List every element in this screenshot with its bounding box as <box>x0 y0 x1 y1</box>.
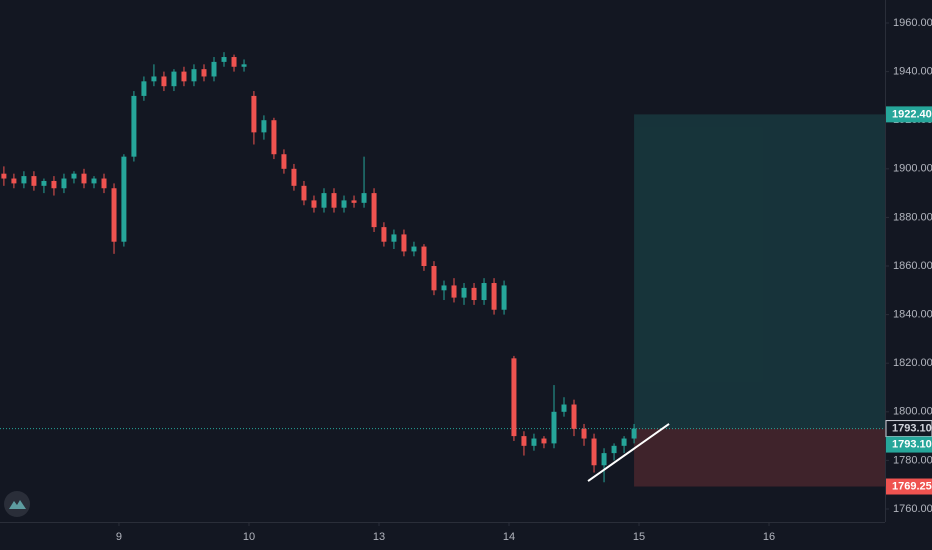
candle-body <box>151 76 157 82</box>
candle-body <box>181 71 187 82</box>
price-axis: 1760.00 1780.00 1800.00 1820.00 1840.00 1860.… <box>116 17 932 543</box>
candle-body <box>201 69 207 77</box>
candle-body <box>321 193 327 208</box>
candle-body <box>401 234 407 252</box>
profit-zone <box>634 114 885 429</box>
candle-body <box>1 173 7 179</box>
x-tick-label: 14 <box>503 531 515 543</box>
y-tick-label: 1800.00 <box>893 406 932 418</box>
candle-body <box>61 178 67 189</box>
candle-body <box>531 438 537 446</box>
candle-body <box>451 285 457 298</box>
candle-body <box>391 234 397 242</box>
candle-body <box>601 453 607 466</box>
y-tick-label: 1780.00 <box>893 454 932 466</box>
candle-body <box>581 428 587 439</box>
candle-body <box>261 120 267 133</box>
candle-body <box>571 404 577 429</box>
candle-body <box>311 200 317 208</box>
candle-body <box>231 57 237 67</box>
candle-body <box>471 287 477 301</box>
candle-body <box>521 436 527 446</box>
candle-body <box>421 246 427 267</box>
price-badge-label: 1769.25 <box>892 480 932 492</box>
candle-body <box>101 178 107 189</box>
y-tick-label: 1840.00 <box>893 309 932 321</box>
candle-body <box>481 283 487 301</box>
y-tick-label: 1820.00 <box>893 357 932 369</box>
price-badge-label: 1793.10 <box>892 422 932 434</box>
candle-body <box>141 81 147 96</box>
candle-body <box>431 266 437 291</box>
candle-body <box>271 120 277 155</box>
candle-body <box>621 438 627 446</box>
candle-body <box>561 404 567 412</box>
price-badge <box>886 478 932 495</box>
candle-body <box>301 185 307 201</box>
candle-body <box>361 193 367 203</box>
candle-body <box>371 193 377 228</box>
y-tick-label: 1880.00 <box>893 211 932 223</box>
candle-body <box>461 287 467 298</box>
candle-body <box>541 438 547 444</box>
candle-body <box>111 188 117 242</box>
plot-area <box>0 52 885 487</box>
candle-body <box>281 154 287 169</box>
candle-body <box>411 246 417 252</box>
y-tick-label: 1860.00 <box>893 260 932 272</box>
candle-body <box>551 411 557 444</box>
candle-body <box>161 76 167 87</box>
candle-body <box>631 428 637 439</box>
candle-body <box>611 445 617 454</box>
candle-body <box>491 283 497 310</box>
candle-body <box>81 173 87 184</box>
candle-body <box>291 168 297 186</box>
x-tick-label: 10 <box>243 531 255 543</box>
logo-mark[interactable] <box>9 500 26 509</box>
y-tick-label: 1760.00 <box>893 503 932 515</box>
candle-body <box>211 61 217 77</box>
candle-body <box>51 180 57 189</box>
trend-line <box>587 423 670 482</box>
logo-circle[interactable] <box>4 491 30 517</box>
price-badge <box>886 106 932 123</box>
x-tick-label: 9 <box>116 531 122 543</box>
logo[interactable] <box>4 491 30 517</box>
candle-body <box>331 193 337 208</box>
x-tick-label: 15 <box>633 531 645 543</box>
price-badge-label: 1793.10 <box>892 438 932 450</box>
candle-body <box>511 358 517 437</box>
candle-body <box>241 64 247 67</box>
candle-body <box>221 57 227 62</box>
candle-body <box>251 95 257 133</box>
candle-body <box>21 176 27 184</box>
y-tick-label: 1900.00 <box>893 163 932 175</box>
price-badge-label: 1922.40 <box>892 108 932 120</box>
x-tick-label: 13 <box>373 531 385 543</box>
candle-body <box>501 285 507 310</box>
candle-body <box>121 156 127 242</box>
price-badge <box>886 436 932 453</box>
candle-body <box>441 285 447 291</box>
candle-body <box>351 200 357 203</box>
loss-zone <box>634 428 885 487</box>
candle-body <box>31 176 37 186</box>
candle-body <box>171 71 177 87</box>
x-tick-label: 16 <box>763 531 775 543</box>
candle-body <box>11 178 17 184</box>
candle-body <box>191 69 197 82</box>
candle-body <box>341 200 347 208</box>
candle-body <box>381 227 387 242</box>
candle-body <box>131 95 137 157</box>
candle-body <box>591 438 597 466</box>
y-tick-label: 1940.00 <box>893 66 932 78</box>
candle-body <box>41 180 47 186</box>
candle-body <box>91 178 97 184</box>
candle-body <box>71 173 77 179</box>
y-tick-label: 1960.00 <box>893 17 932 29</box>
